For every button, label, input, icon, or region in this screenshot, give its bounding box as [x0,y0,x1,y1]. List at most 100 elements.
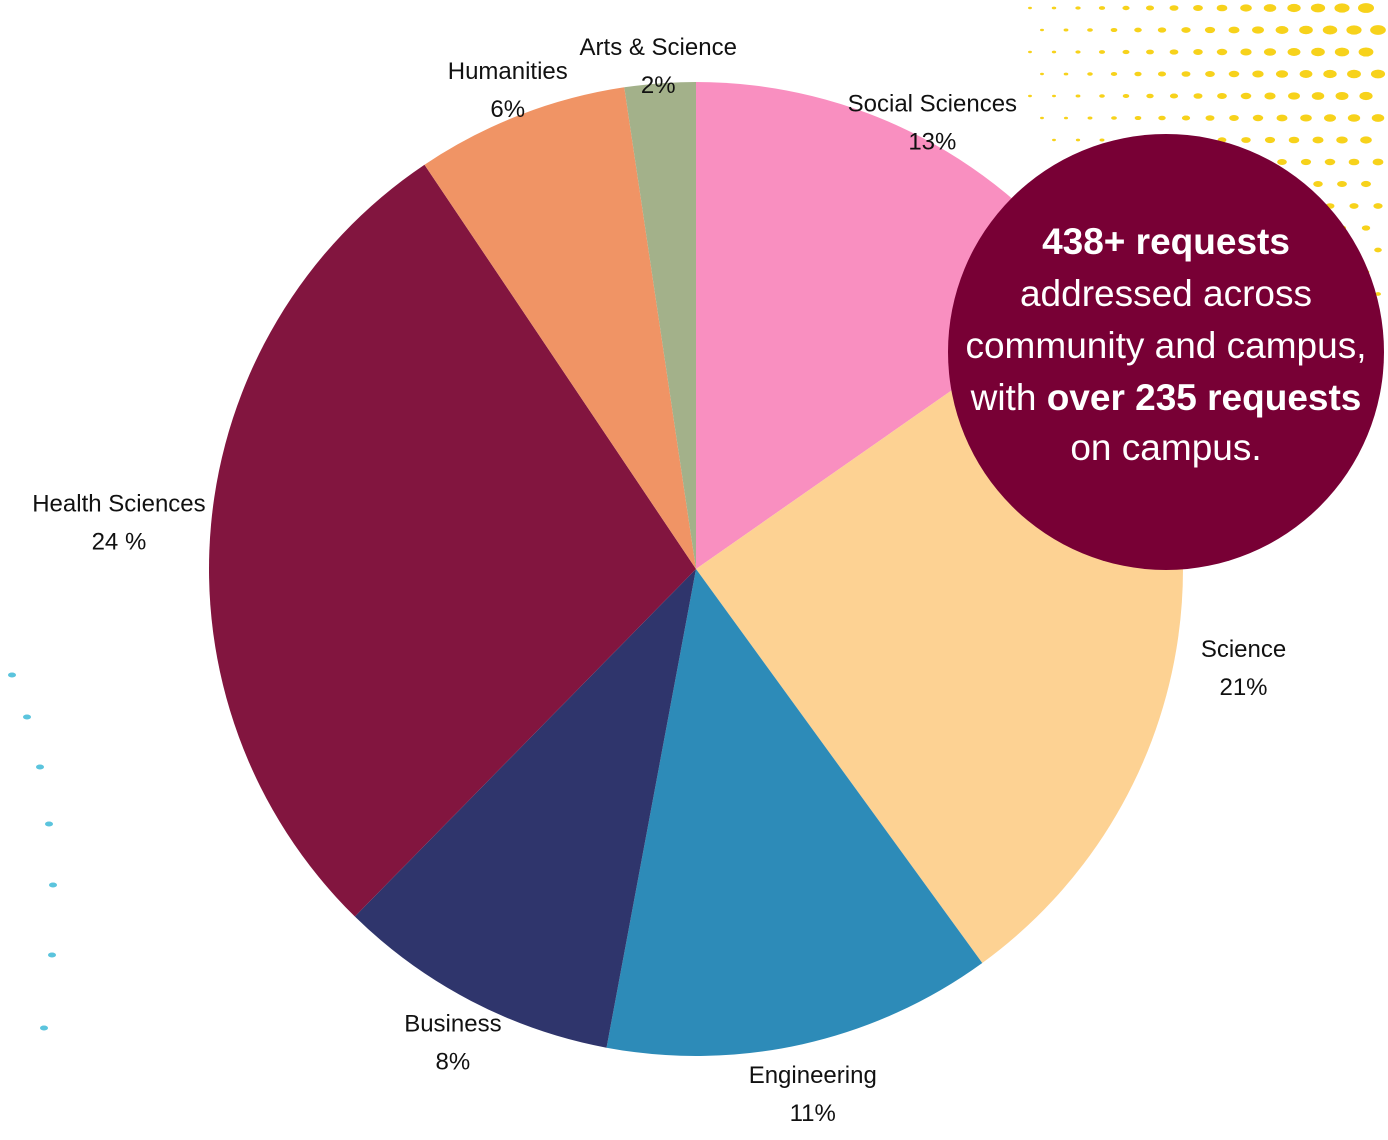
decor-dot [1181,115,1191,121]
decor-dot [1360,180,1372,188]
callout-line-2: addressed across [1020,273,1312,314]
decor-dot [1193,4,1203,12]
decor-dot [1275,26,1289,34]
decor-dot [1099,94,1105,98]
decor-dot [1193,93,1203,99]
decor-dot [1240,4,1252,12]
pie-slice-health-sciences [208,164,696,917]
decor-dot [1335,92,1349,100]
label-engineering: Engineering [749,1062,877,1089]
decor-dot [1312,136,1324,144]
decor-dot [1300,158,1312,166]
decor-dot [1028,6,1032,10]
decor-dot [1087,72,1093,76]
decor-dot [1374,247,1382,253]
value-business: 8% [436,1048,471,1075]
decor-dot [1277,159,1287,165]
pie-slice-humanities [424,87,696,570]
decor-dot [1122,5,1130,11]
decor-dot [1193,49,1203,55]
decor-dot [1052,94,1056,98]
callout-line-4-bold: over 235 requests [1047,377,1362,418]
label-social-sciences: Social Sciences [848,91,1017,118]
decor-dot [1228,70,1240,78]
decor-dot [1252,70,1264,78]
value-health-sciences: 24 % [92,529,147,556]
decor-dot [1252,26,1264,34]
decor-dot [45,821,53,827]
decor-dot [1347,69,1361,79]
decor-dot [1169,5,1179,11]
decor-dot [1263,4,1277,12]
label-arts-science: Arts & Science [580,34,737,61]
decor-dot [1310,3,1326,13]
decor-dot [1098,50,1106,54]
callout-line-4: with over 235 requests [970,377,1362,418]
decor-dot [1323,69,1337,79]
decor-dot [1361,225,1371,231]
decor-dot [1275,70,1289,78]
decor-dot [1181,27,1191,33]
decor-dot [1169,93,1179,99]
callout-circle [948,134,1384,570]
decor-dot [1039,28,1045,32]
decor-dot [1134,71,1142,77]
decor-dot [1264,136,1276,144]
decor-dot [1063,28,1069,32]
decor-dot [1122,49,1130,55]
decor-dot [1349,203,1359,209]
decor-dot [1359,91,1373,101]
pie-slices [208,82,1183,1056]
value-social-sciences: 13% [908,129,956,156]
decor-dot [1240,48,1252,56]
blue-dot-pattern [8,672,57,1031]
decor-dot [1336,136,1348,144]
decor-dot [1299,25,1313,35]
decor-dot [36,764,44,770]
decor-dot [1157,71,1167,77]
decor-dot [1075,6,1081,10]
decor-dot [8,672,16,678]
decor-dot [1134,27,1142,33]
decor-dot [1216,4,1228,12]
decor-dot [1063,116,1069,120]
decor-dot [1372,158,1384,166]
decor-dot [1252,114,1264,122]
decor-dot [1040,116,1044,120]
slice-labels: Social Sciences 13% Science 21% Engineering 1… [32,34,1286,1127]
decor-dot [1122,93,1130,99]
decor-dot [1111,116,1117,120]
decor-dot [1241,137,1251,143]
decor-dot [1337,180,1347,188]
decor-dot [1157,27,1167,33]
decor-dot [1228,26,1240,34]
pie-slice-social-sciences [696,82,1096,569]
decor-dot [1145,5,1155,11]
decor-dot [1334,47,1350,57]
decor-dot [1299,70,1313,78]
decor-dot [1075,138,1081,142]
callout-bubble: 438+ requests addressed across community… [948,134,1384,570]
decor-dot [1322,25,1338,35]
decor-dot [1323,114,1337,122]
decor-dot [48,952,56,958]
decor-dot [1348,158,1360,166]
decor-dot [1169,49,1179,55]
decor-dot [1276,114,1288,122]
decor-dot [1051,50,1057,54]
decor-dot [1334,3,1350,13]
pie-slice-business [354,569,696,1048]
decor-dot [1311,47,1325,57]
decor-dot [1311,92,1325,100]
decor-dot [1229,115,1239,121]
decor-dot [1063,72,1069,76]
decor-dot [1134,115,1142,121]
decor-dot [1051,6,1057,10]
callout-line-3: community and campus, [965,325,1366,366]
decor-dot [1146,93,1154,99]
label-science: Science [1201,636,1286,663]
decor-dot [1216,48,1228,56]
decor-dot [23,714,31,720]
callout-line-4-prefix: with [970,377,1047,418]
